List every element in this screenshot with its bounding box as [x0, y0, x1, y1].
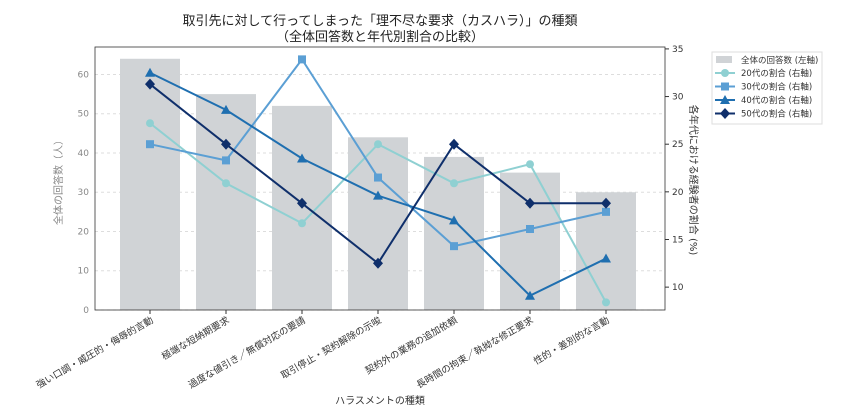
data-point: [373, 257, 383, 269]
legend-marker: [721, 69, 729, 77]
x-tick-label: 強い口調・威圧的・侮辱的言動: [34, 314, 155, 391]
right-tick-label: 15: [672, 235, 683, 245]
legend-marker: [720, 95, 730, 104]
data-point: [450, 179, 458, 188]
data-point: [374, 173, 382, 182]
legend-label: 50代の割合 (右軸): [741, 109, 812, 120]
right-tick-label: 35: [672, 45, 683, 55]
data-point: [145, 67, 155, 77]
legend-marker: [720, 108, 730, 119]
data-point: [525, 197, 535, 209]
right-tick-label: 30: [672, 93, 684, 103]
right-y-axis-label: 各年代における経験者の割合 (%): [687, 105, 700, 256]
legend-label: 40代の割合 (右軸): [741, 95, 812, 106]
left-tick-label: 30: [78, 188, 90, 198]
data-point: [525, 290, 535, 300]
x-axis-label: ハラスメントの種類: [335, 394, 425, 407]
bar: [500, 172, 560, 310]
x-tick-label: 長時間の拘束／執拗な修正要求: [414, 314, 536, 391]
legend-label: 20代の割合 (右軸): [741, 68, 812, 79]
data-point: [298, 219, 306, 228]
plot-frame: [94, 46, 666, 311]
data-point: [602, 207, 610, 216]
data-point: [297, 153, 307, 163]
data-point: [449, 138, 459, 150]
data-point: [146, 119, 154, 128]
data-point: [602, 298, 610, 307]
data-point: [373, 190, 383, 200]
left-tick-label: 40: [78, 149, 90, 159]
chart-subtitle: （全体回答数と年代別割合の比較）: [276, 29, 484, 45]
left-tick-label: 10: [78, 267, 90, 277]
left-tick-label: 0: [83, 306, 89, 316]
legend-bar-swatch: [716, 56, 732, 63]
bar: [120, 58, 180, 310]
right-tick-label: 20: [672, 188, 684, 198]
data-point: [601, 253, 611, 263]
bar: [196, 94, 256, 310]
data-point: [221, 138, 231, 150]
x-tick-label: 過度な値引き／無償対応の要請: [186, 314, 308, 391]
data-point: [526, 160, 534, 169]
right-tick-label: 25: [672, 140, 683, 150]
data-point: [145, 78, 155, 90]
x-tick-label: 極端な短納期要求: [160, 314, 232, 363]
data-point: [298, 55, 306, 64]
x-tick-label: 性的・差別的な言動: [531, 314, 611, 367]
data-point: [526, 225, 534, 234]
legend-marker: [721, 82, 729, 91]
data-point: [449, 215, 459, 225]
legend-box: [711, 51, 823, 125]
data-point: [374, 140, 382, 149]
left-tick-label: 60: [78, 70, 90, 80]
data-point: [221, 104, 231, 114]
chart-title: 取引先に対して行ってしまった「理不尽な要求（カスハラ）」の種類: [183, 13, 578, 29]
right-tick-label: 10: [672, 283, 684, 293]
left-tick-label: 50: [78, 110, 90, 120]
data-point: [222, 179, 230, 188]
legend-label: 30代の割合 (右軸): [741, 82, 812, 93]
legend-label: 全体の回答数 (左軸): [741, 55, 818, 66]
bar: [348, 137, 408, 310]
left-y-axis-label: 全体の回答数（人）: [52, 135, 65, 225]
data-point: [222, 156, 230, 165]
data-point: [146, 140, 154, 149]
data-point: [450, 242, 458, 251]
data-point: [601, 197, 611, 209]
legend: 全体の回答数 (左軸) 20代の割合 (右軸) 30代の割合 (右軸) 40代の割合 …: [711, 51, 823, 125]
left-tick-label: 20: [78, 227, 90, 237]
data-point: [297, 197, 307, 209]
